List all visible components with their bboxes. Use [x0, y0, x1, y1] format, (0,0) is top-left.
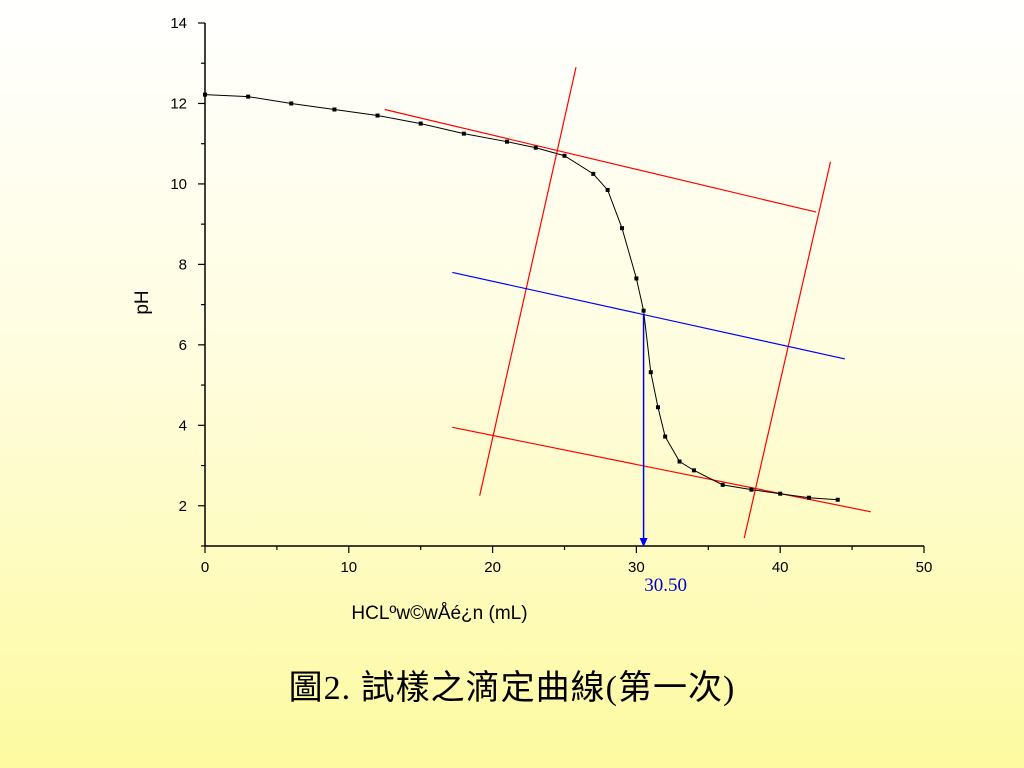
data-point: [504, 139, 509, 144]
y-tick-label: 4: [179, 417, 187, 434]
data-point: [375, 113, 380, 118]
data-point: [663, 434, 668, 439]
tangent-line: [452, 426, 871, 513]
y-axis-title: pH: [132, 290, 153, 314]
data-point: [677, 459, 682, 464]
data-point: [648, 370, 653, 375]
data-point: [591, 171, 596, 176]
annotations: 30.50: [639, 314, 687, 596]
x-tick-label: 20: [484, 559, 501, 576]
y-tick-label: 6: [179, 337, 187, 354]
data-point: [749, 487, 754, 492]
data-point: [605, 187, 610, 192]
data-point: [418, 121, 423, 126]
equivalence-value-label: 30.50: [644, 575, 687, 596]
equivalence-arrow-head: [639, 538, 648, 547]
data-point: [246, 94, 251, 99]
tangent-line: [743, 161, 832, 539]
data-series: [203, 92, 840, 502]
data-point: [332, 107, 337, 112]
x-tick-label: 0: [201, 559, 209, 576]
tangent-line: [479, 67, 577, 496]
data-point: [620, 226, 625, 231]
y-tick-label: 10: [170, 176, 187, 193]
tangent-line: [452, 271, 846, 360]
data-point: [641, 308, 646, 313]
y-tick-label: 2: [179, 498, 187, 515]
data-point: [461, 131, 466, 136]
x-tick-label: 50: [916, 559, 933, 576]
y-tick-label: 14: [170, 15, 187, 32]
tangent-line: [384, 108, 817, 213]
data-point: [655, 405, 660, 410]
data-point: [806, 495, 811, 500]
x-tick-label: 30: [628, 559, 645, 576]
figure-caption: 圖2. 試樣之滴定曲線(第一次): [288, 670, 736, 707]
data-point: [289, 101, 294, 106]
data-point: [691, 468, 696, 473]
data-point: [203, 92, 207, 97]
data-point: [720, 482, 725, 487]
series-line: [204, 94, 838, 501]
x-tick-label: 10: [340, 559, 357, 576]
axes: 0 10 20 30 40 50 2 4 6 8 10 12 14 HCLºw©wÅé¿n (mL) pH: [132, 15, 932, 624]
x-tick-label: 40: [772, 559, 789, 576]
data-point: [634, 276, 639, 281]
y-tick-label: 12: [170, 95, 187, 112]
data-point: [835, 497, 840, 502]
y-tick-label: 8: [179, 256, 187, 273]
data-point: [533, 145, 538, 150]
data-point: [562, 153, 567, 158]
x-axis-title: HCLºw©wÅé¿n (mL): [351, 603, 527, 624]
construction-lines: [384, 67, 871, 539]
data-point: [778, 491, 783, 496]
